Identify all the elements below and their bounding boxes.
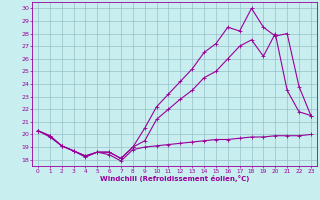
X-axis label: Windchill (Refroidissement éolien,°C): Windchill (Refroidissement éolien,°C) — [100, 175, 249, 182]
